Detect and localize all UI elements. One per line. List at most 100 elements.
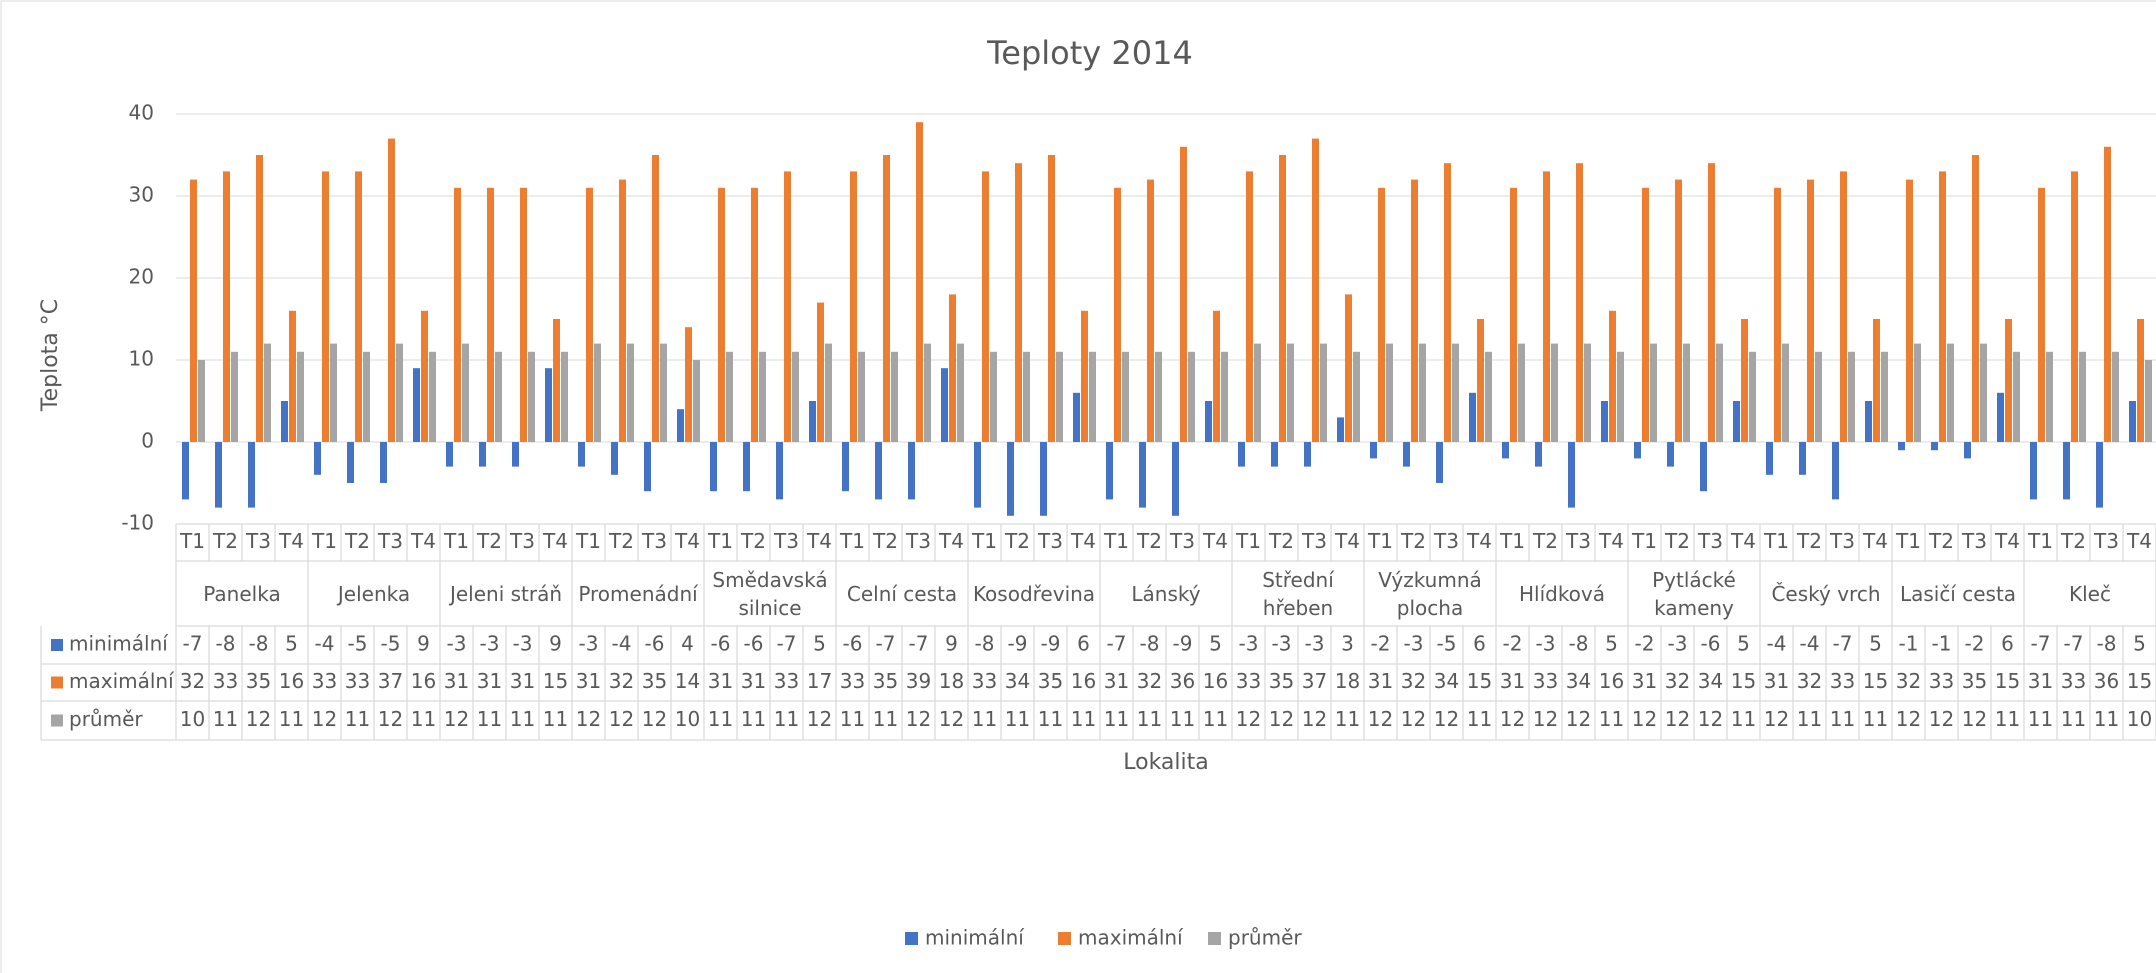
bar bbox=[1221, 351, 1228, 442]
bar bbox=[2071, 171, 2078, 442]
group-cell: Smědavská silnice bbox=[712, 568, 827, 620]
bar bbox=[1881, 351, 1888, 442]
y-tick-label: 20 bbox=[129, 265, 154, 289]
bar bbox=[396, 343, 403, 442]
table-value: 33 bbox=[774, 669, 799, 693]
x-tick-label: T3 bbox=[245, 529, 271, 553]
table-value: 9 bbox=[549, 632, 562, 656]
x-tick-label: T4 bbox=[1466, 529, 1492, 553]
table-value: 12 bbox=[642, 707, 667, 731]
x-tick-label: T2 bbox=[1796, 529, 1822, 553]
table-value: 32 bbox=[180, 669, 205, 693]
table-value: 18 bbox=[939, 669, 964, 693]
bar bbox=[1980, 343, 1987, 442]
bar bbox=[215, 442, 222, 508]
table-value: 35 bbox=[642, 669, 667, 693]
group-label: Panelka bbox=[203, 581, 281, 606]
table-value: 12 bbox=[1368, 707, 1393, 731]
table-value: 11 bbox=[1995, 707, 2020, 731]
y-tick-label: -10 bbox=[121, 511, 154, 535]
bar bbox=[949, 294, 956, 442]
bar bbox=[446, 442, 453, 467]
bar bbox=[454, 187, 461, 442]
bar bbox=[1386, 343, 1393, 442]
table-value: 16 bbox=[1071, 669, 1096, 693]
bar bbox=[2079, 351, 2086, 442]
x-tick-label: T3 bbox=[641, 529, 667, 553]
table-value: 31 bbox=[1104, 669, 1129, 693]
bar bbox=[1873, 319, 1880, 442]
bar bbox=[908, 442, 915, 500]
bar bbox=[190, 179, 197, 442]
table-value: 33 bbox=[840, 669, 865, 693]
x-tick-label: T1 bbox=[1763, 529, 1789, 553]
group-cell: Jeleni stráň bbox=[450, 582, 562, 606]
x-tick-label: T1 bbox=[839, 529, 865, 553]
legend-label: průměr bbox=[1228, 926, 1302, 950]
group-cell: Střední hřeben bbox=[1262, 568, 1334, 620]
bar bbox=[479, 442, 486, 467]
table-value: -7 bbox=[777, 632, 797, 656]
bar bbox=[1510, 187, 1517, 442]
bar bbox=[652, 155, 659, 442]
bar bbox=[1840, 171, 1847, 442]
group-label: Český vrch bbox=[1771, 581, 1881, 606]
table-value: 16 bbox=[1599, 669, 1624, 693]
bar bbox=[1766, 442, 1773, 475]
bar bbox=[1741, 319, 1748, 442]
x-tick-label: T2 bbox=[476, 529, 502, 553]
bar bbox=[1081, 310, 1088, 442]
bar bbox=[594, 343, 601, 442]
bar bbox=[1502, 442, 1509, 459]
x-tick-label: T4 bbox=[674, 529, 700, 553]
table-value: 33 bbox=[1533, 669, 1558, 693]
bar bbox=[1551, 343, 1558, 442]
bar bbox=[1617, 351, 1624, 442]
bar bbox=[578, 442, 585, 467]
table-value: 34 bbox=[1005, 669, 1030, 693]
x-tick-label: T1 bbox=[971, 529, 997, 553]
table-value: -4 bbox=[1767, 632, 1787, 656]
bar bbox=[462, 343, 469, 442]
table-value: 32 bbox=[1896, 669, 1921, 693]
bar bbox=[248, 442, 255, 508]
bar bbox=[916, 122, 923, 442]
bar bbox=[990, 351, 997, 442]
x-tick-label: T3 bbox=[1829, 529, 1855, 553]
bar bbox=[487, 187, 494, 442]
legend-label: maximální bbox=[1078, 926, 1184, 950]
x-tick-label: T2 bbox=[1400, 529, 1426, 553]
table-value: 5 bbox=[285, 632, 298, 656]
table-value: 31 bbox=[510, 669, 535, 693]
table-value: 12 bbox=[1236, 707, 1261, 731]
bar bbox=[1931, 442, 1938, 451]
bar bbox=[660, 343, 667, 442]
bar bbox=[941, 368, 948, 442]
table-value: 33 bbox=[1929, 669, 1954, 693]
bar bbox=[1106, 442, 1113, 500]
table-value: -3 bbox=[579, 632, 599, 656]
table-value: -3 bbox=[447, 632, 467, 656]
x-tick-label: T2 bbox=[1268, 529, 1294, 553]
table-value: 5 bbox=[813, 632, 826, 656]
legend-label: minimální bbox=[925, 926, 1025, 950]
x-tick-label: T4 bbox=[1598, 529, 1624, 553]
bar bbox=[1568, 442, 1575, 508]
table-value: 31 bbox=[708, 669, 733, 693]
bar bbox=[1320, 343, 1327, 442]
table-value: -6 bbox=[744, 632, 764, 656]
table-value: 34 bbox=[1434, 669, 1459, 693]
chart-title: Teploty 2014 bbox=[986, 34, 1193, 72]
table-value: -5 bbox=[381, 632, 401, 656]
bar bbox=[1238, 442, 1245, 467]
bar bbox=[957, 343, 964, 442]
bar bbox=[1477, 319, 1484, 442]
table-value: 31 bbox=[444, 669, 469, 693]
table-value: 5 bbox=[1209, 632, 1222, 656]
bar bbox=[1799, 442, 1806, 475]
bar bbox=[355, 171, 362, 442]
table-value: 4 bbox=[681, 632, 694, 656]
bar bbox=[685, 327, 692, 442]
x-tick-label: T1 bbox=[311, 529, 337, 553]
bar bbox=[1543, 171, 1550, 442]
